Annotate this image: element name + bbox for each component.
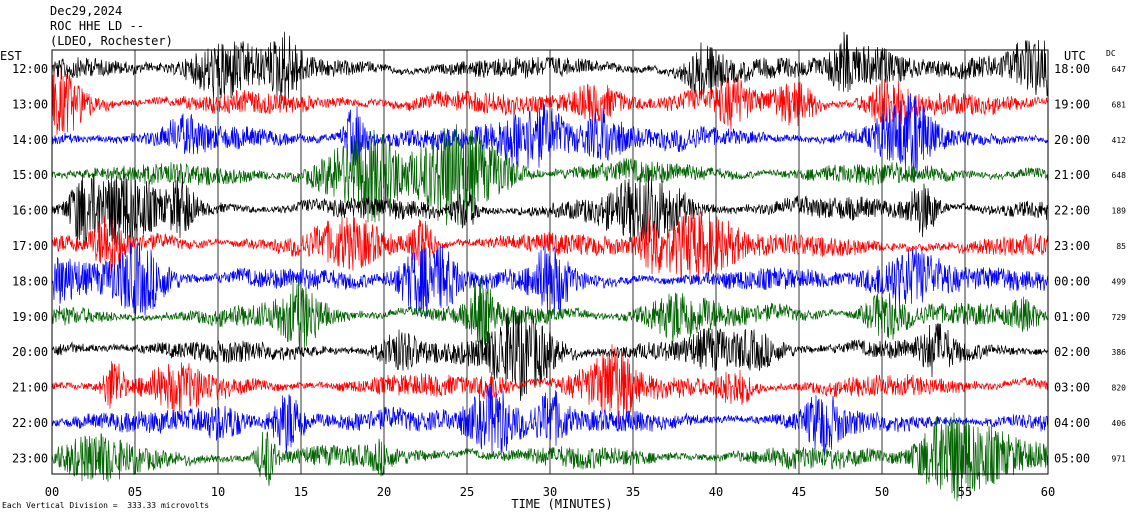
est-label-10: 22:00: [12, 416, 48, 430]
trace-22:00: [51, 383, 1049, 457]
x-tick-15: 15: [294, 485, 308, 499]
x-tick-50: 50: [875, 485, 889, 499]
dc-offset-labels: 647 681 412 648 189 85 499 729 386 820 406 971: [1112, 65, 1127, 463]
header-station: ROC HHE LD --: [50, 19, 144, 33]
x-tick-05: 05: [128, 485, 142, 499]
utc-label-5: 23:00: [1054, 239, 1090, 253]
utc-hour-labels: 18:00 19:00 20:00 21:00 22:00 23:00 00:00 01:00…: [1054, 62, 1090, 465]
trace-14:00: [51, 93, 1049, 177]
dc-label-9: 820: [1112, 384, 1127, 393]
dc-label-1: 681: [1112, 100, 1127, 109]
est-label-6: 18:00: [12, 274, 48, 288]
est-label-5: 17:00: [12, 239, 48, 253]
trace-15:00: [51, 124, 1049, 226]
dc-label-7: 729: [1112, 313, 1127, 322]
utc-label-7: 01:00: [1054, 310, 1090, 324]
x-tick-60: 60: [1041, 485, 1055, 499]
x-tick-10: 10: [211, 485, 225, 499]
trace-23:00: [51, 412, 1049, 502]
utc-label-3: 21:00: [1054, 168, 1090, 182]
trace-18:00: [51, 242, 1049, 317]
x-tick-55: 55: [958, 485, 972, 499]
est-hour-labels: 12:00 13:00 14:00 15:00 16:00 17:00 18:00 19:00…: [12, 62, 48, 465]
utc-label-11: 05:00: [1054, 451, 1090, 465]
est-label-11: 23:00: [12, 451, 48, 465]
utc-label-4: 22:00: [1054, 204, 1090, 218]
dc-column-label: DC: [1106, 49, 1116, 58]
seismic-traces: [51, 31, 1049, 502]
trace-19:00: [51, 277, 1049, 355]
trace-13:00: [51, 69, 1049, 135]
x-tick-00: 00: [45, 485, 59, 499]
trace-20:00: [51, 310, 1049, 401]
trace-16:00: [51, 173, 1049, 250]
est-axis-label: EST: [0, 49, 22, 63]
x-tick-30: 30: [543, 485, 557, 499]
dc-label-8: 386: [1112, 348, 1127, 357]
trace-12:00: [51, 31, 1049, 106]
est-label-8: 20:00: [12, 345, 48, 359]
utc-label-9: 03:00: [1054, 381, 1090, 395]
x-tick-20: 20: [377, 485, 391, 499]
header-date: Dec29,2024: [50, 4, 123, 18]
dc-label-2: 412: [1112, 136, 1127, 145]
utc-label-2: 20:00: [1054, 133, 1090, 147]
x-axis-label: TIME (MINUTES): [511, 497, 612, 511]
est-label-4: 16:00: [12, 204, 48, 218]
x-tick-45: 45: [792, 485, 806, 499]
est-label-9: 21:00: [12, 381, 48, 395]
est-label-1: 13:00: [12, 97, 48, 111]
dc-label-3: 648: [1112, 171, 1127, 180]
est-label-7: 19:00: [12, 310, 48, 324]
utc-label-0: 18:00: [1054, 62, 1090, 76]
est-label-3: 15:00: [12, 168, 48, 182]
x-tick-labels: 00 05 10 15 20 25 30 35 40 45 50 55 60: [45, 485, 1055, 499]
utc-label-10: 04:00: [1054, 416, 1090, 430]
trace-17:00: [51, 211, 1049, 280]
utc-axis-label: UTC: [1064, 49, 1086, 63]
x-tick-25: 25: [460, 485, 474, 499]
x-tick-35: 35: [626, 485, 640, 499]
header-location: (LDEO, Rochester): [50, 34, 173, 48]
x-tick-40: 40: [709, 485, 723, 499]
trace-21:00: [51, 344, 1049, 424]
plot-frame: [51, 49, 1049, 475]
dc-label-10: 406: [1112, 419, 1127, 428]
dc-label-6: 499: [1112, 277, 1127, 286]
utc-label-1: 19:00: [1054, 97, 1090, 111]
dc-label-4: 189: [1112, 207, 1127, 216]
dc-label-0: 647: [1112, 65, 1127, 74]
est-label-0: 12:00: [12, 62, 48, 76]
est-label-2: 14:00: [12, 133, 48, 147]
utc-label-6: 00:00: [1054, 274, 1090, 288]
dc-label-5: 85: [1116, 242, 1126, 251]
utc-label-8: 02:00: [1054, 345, 1090, 359]
scale-note: Each Vertical Division = 333.33 microvol…: [2, 501, 210, 510]
dc-label-11: 971: [1112, 454, 1127, 463]
